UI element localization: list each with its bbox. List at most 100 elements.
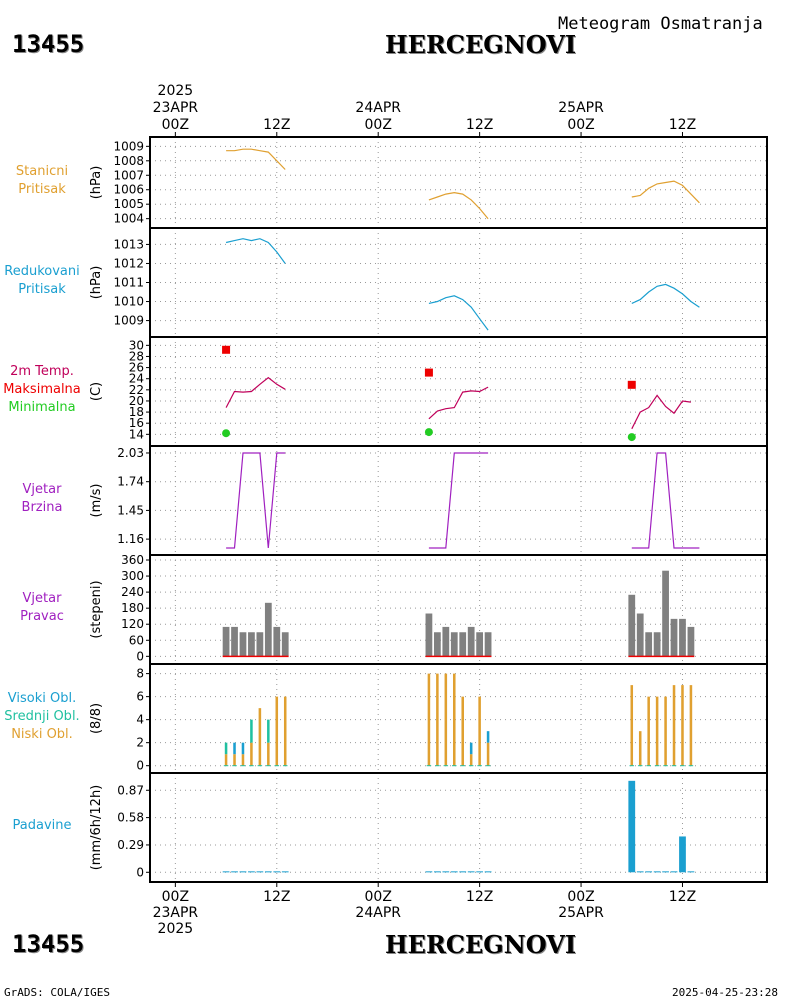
y-tick-label: 1009 [113, 139, 144, 153]
data-bar [248, 871, 255, 873]
data-bar [628, 594, 636, 657]
panel-frame [149, 227, 768, 338]
data-bar [476, 632, 484, 657]
data-bar [662, 570, 669, 657]
panel-label-line: 2m Temp. [10, 363, 74, 379]
series-line [226, 148, 286, 170]
cloud-bar-low [436, 673, 439, 766]
panel-label-wind-speed: Vjetar Brzina [0, 481, 84, 517]
y-tick-label: 22 [129, 383, 144, 397]
cloud-bar-low [427, 673, 431, 766]
panel-label-line: Padavine [12, 817, 72, 833]
cloud-bar-mid [224, 742, 228, 755]
y-tick-label: 20 [129, 394, 144, 408]
x-tick-label-bottom: 12Z [466, 889, 493, 905]
data-bar [273, 626, 281, 657]
data-bar [281, 871, 289, 873]
y-tick-label: 1.45 [117, 503, 144, 517]
y-tick-label: 0 [136, 649, 144, 663]
data-bar [679, 836, 686, 873]
data-bar [239, 632, 247, 657]
panel-label-reduced-pressure: Redukovani Pritisak [0, 263, 84, 299]
y-tick-label: 16 [129, 416, 144, 430]
x-tick-label-bottom: 12Z [263, 889, 290, 905]
data-bar [433, 632, 441, 657]
series-line [428, 386, 489, 420]
y-tick-label: 300 [121, 569, 144, 583]
time-axis: 00Z00Z23APR23APR12Z12Z00Z00Z24APR24APR12… [153, 83, 697, 937]
x-tick-label-top: 12Z [263, 117, 290, 133]
cloud-bar-low [647, 696, 650, 766]
data-bar [239, 871, 247, 873]
cloud-bar-low [250, 742, 253, 766]
panel-clouds: 0 2 4 6 8 (8/8) [89, 663, 768, 774]
x-date-label-top: 25APR [558, 100, 604, 116]
panel-label-line: Pritisak [18, 281, 66, 297]
cloud-bar-low [241, 754, 245, 766]
y-tick-label: 0.29 [117, 838, 144, 852]
x-tick-label-bottom: 12Z [669, 889, 696, 905]
max-marker [424, 368, 433, 377]
data-bar [273, 871, 281, 873]
series-line [631, 394, 691, 430]
max-marker [222, 345, 231, 354]
x-date-label-bottom: 25APR [558, 905, 604, 921]
cloud-bar-high [486, 731, 490, 743]
x-tick-label-bottom: 00Z [162, 889, 189, 905]
x-date-label-top: 23APR [153, 100, 199, 116]
y-axis-label: (8/8) [89, 703, 104, 734]
data-bar [687, 626, 695, 657]
data-bar [459, 632, 467, 657]
y-tick-label: 0 [136, 759, 144, 773]
y-axis-label: (hPa) [89, 166, 104, 200]
cloud-bar-low [655, 696, 659, 766]
station-id-bottom: 13455 [12, 930, 85, 958]
x-date-label-bottom: 24APR [355, 905, 401, 921]
data-bar [450, 871, 458, 873]
station-id-top: 13455 [12, 30, 85, 58]
data-bar [670, 871, 678, 873]
data-bar [425, 871, 433, 873]
panel-label-line: Vjetar [22, 590, 62, 606]
panel-label-line: Visoki Obl. [7, 690, 77, 706]
series-line [631, 452, 700, 549]
x-year-label-top: 2025 [158, 83, 194, 99]
panel-reduced-pressure: 1009 1010 1011 1012 1013 (hPa) [89, 227, 768, 338]
cloud-bar-mid [267, 719, 270, 743]
data-bar [484, 871, 492, 873]
series-line [428, 295, 489, 331]
y-tick-label: 0.87 [117, 783, 144, 797]
panel-wind-direction: 0 60 120 180 240 300 360 (stepeni) [89, 553, 768, 665]
data-bar [264, 871, 272, 873]
data-bar [484, 632, 492, 657]
panel-label-line: Stanicni [15, 163, 69, 179]
data-bar [467, 626, 475, 657]
cloud-bar-low [283, 696, 287, 766]
y-tick-label: 30 [129, 338, 144, 352]
series-line [428, 452, 489, 549]
panel-precipitation: 0 0.29 0.58 0.87 (mm/6h/12h) [89, 772, 768, 883]
panel-label-line: Pritisak [18, 181, 66, 197]
cloud-bar-low [681, 685, 684, 766]
panel-frame [149, 772, 768, 883]
cloud-bar-low [275, 696, 279, 766]
panel-label-line: Redukovani [4, 263, 80, 279]
y-tick-label: 1013 [113, 237, 144, 251]
y-axis-label: (mm/6h/12h) [89, 785, 104, 871]
cloud-bar-low [664, 696, 667, 766]
data-bar [425, 613, 433, 657]
data-bar [628, 780, 636, 873]
cloud-bar-low [486, 742, 490, 766]
data-bar [256, 632, 264, 657]
data-bar [467, 871, 475, 873]
cloud-bar-low [224, 754, 228, 766]
data-bar [442, 626, 450, 657]
y-tick-label: 1008 [113, 154, 144, 168]
x-year-label-bottom: 2025 [158, 921, 194, 937]
y-tick-label: 1005 [113, 197, 144, 211]
y-tick-label: 6 [136, 690, 144, 704]
footer-credit: GrADS: COLA/IGES [4, 986, 110, 999]
data-bar [636, 871, 644, 873]
data-bar [231, 626, 238, 657]
panel-label-wind-direction: Vjetar Pravac [0, 590, 84, 626]
